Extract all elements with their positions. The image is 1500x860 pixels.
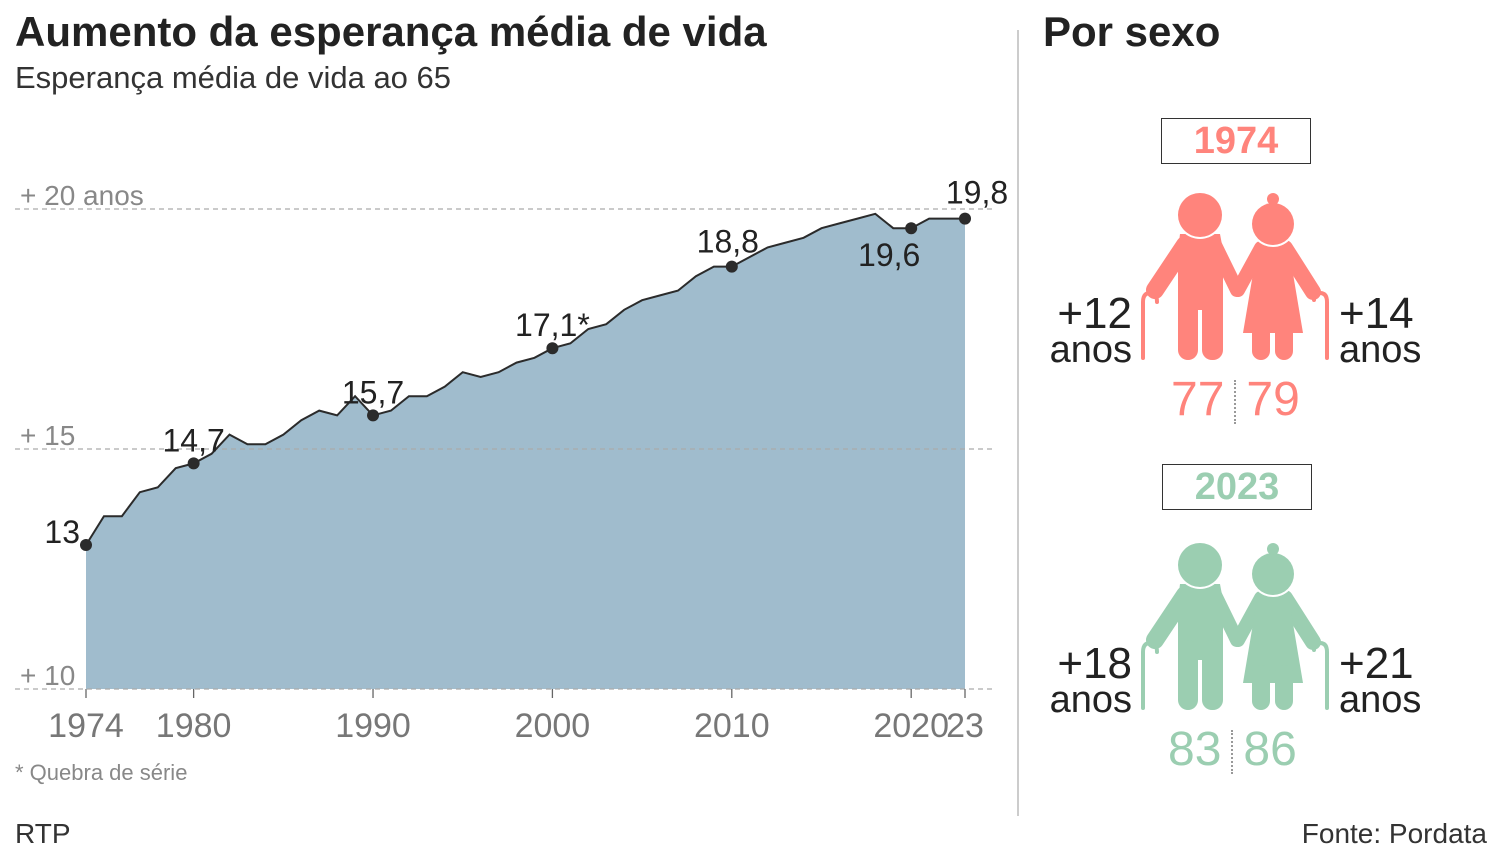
data-point-marker (959, 212, 971, 225)
man-head (1178, 193, 1222, 237)
female-gain: +21 anos (1339, 642, 1422, 721)
age-separator (1231, 730, 1234, 775)
woman-leg (1275, 315, 1293, 360)
female-gain-value: +14 (1339, 289, 1414, 338)
female-gain-unit: anos (1339, 329, 1422, 371)
life-expectancy-area-chart: + 20 anos + 15 + 10 1974 1980 1990 2000 2010 202… (15, 175, 1008, 745)
source: Fonte: Pordata (1301, 818, 1487, 849)
data-point-marker (546, 342, 559, 355)
female-gain: +14 anos (1339, 292, 1422, 371)
man-leg (1202, 640, 1223, 710)
gridline-label: + 20 anos (20, 180, 144, 211)
gridline-label: + 15 (20, 420, 75, 451)
cane (1141, 640, 1159, 710)
age-separator (1234, 380, 1237, 425)
divider (1017, 30, 1019, 816)
man-leg (1178, 290, 1198, 360)
x-tick-label: 2020 (873, 707, 949, 745)
cane (1312, 640, 1329, 710)
data-label: 15,7 (342, 374, 404, 410)
year-box: 1974 (1161, 118, 1311, 164)
male-gain-value: +12 (1057, 289, 1132, 338)
ages: 83 86 (1168, 722, 1297, 777)
footnote: * Quebra de série (15, 760, 188, 785)
man-leg (1202, 290, 1223, 360)
data-point-marker (187, 457, 200, 470)
woman-dress (1243, 238, 1303, 333)
series-line (85, 212, 965, 546)
male-age: 83 (1168, 723, 1222, 776)
area-fill (86, 213, 965, 690)
data-label: 14,7 (162, 422, 224, 458)
data-point-marker (367, 409, 380, 422)
elderly-couple-icon (1141, 541, 1329, 710)
female-age: 86 (1243, 723, 1297, 776)
side-title: Por sexo (1043, 8, 1221, 55)
data-label: 19,8 (946, 175, 1008, 211)
man-leg (1178, 640, 1198, 710)
female-gain-value: +21 (1339, 639, 1414, 688)
male-gain-value: +18 (1057, 639, 1132, 688)
x-tick-label: 23 (946, 707, 984, 745)
data-label: 13 (44, 514, 80, 550)
woman-leg (1275, 665, 1293, 710)
data-point-marker (905, 222, 918, 235)
ages: 77 79 (1171, 372, 1300, 427)
cane (1141, 290, 1159, 360)
x-tick-label: 1980 (156, 707, 232, 745)
woman-leg (1252, 665, 1270, 710)
woman-hair-bun (1267, 543, 1279, 555)
woman-leg (1252, 315, 1270, 360)
male-gain: +18 anos (1030, 642, 1132, 721)
x-tick-label: 1990 (335, 707, 411, 745)
x-tick-label: 1974 (48, 707, 124, 745)
woman-dress (1243, 588, 1303, 683)
cane (1312, 290, 1329, 360)
x-tick-label: 2010 (694, 707, 770, 745)
woman-head (1252, 203, 1294, 245)
female-age: 79 (1246, 373, 1300, 426)
gridline-label: + 10 (20, 660, 75, 691)
chart-title: Aumento da esperança média de vida (15, 8, 767, 55)
data-label: 17,1* (515, 307, 590, 343)
x-tick-label: 2000 (515, 707, 591, 745)
woman-head (1252, 553, 1294, 595)
elderly-couple-icon (1141, 191, 1329, 360)
male-age: 77 (1171, 373, 1225, 426)
male-gain-unit: anos (1049, 679, 1132, 721)
data-point-marker (725, 260, 738, 273)
female-gain-unit: anos (1339, 679, 1422, 721)
credit: RTP (15, 818, 71, 849)
data-label: 18,8 (697, 224, 759, 260)
data-point-marker (80, 539, 92, 551)
data-label: 19,6 (858, 237, 920, 273)
male-gain: +12 anos (1030, 292, 1132, 371)
year-box: 2023 (1162, 464, 1312, 510)
man-head (1178, 543, 1222, 587)
male-gain-unit: anos (1049, 329, 1132, 371)
chart-subtitle: Esperança média de vida ao 65 (15, 60, 452, 95)
woman-hair-bun (1267, 193, 1279, 205)
